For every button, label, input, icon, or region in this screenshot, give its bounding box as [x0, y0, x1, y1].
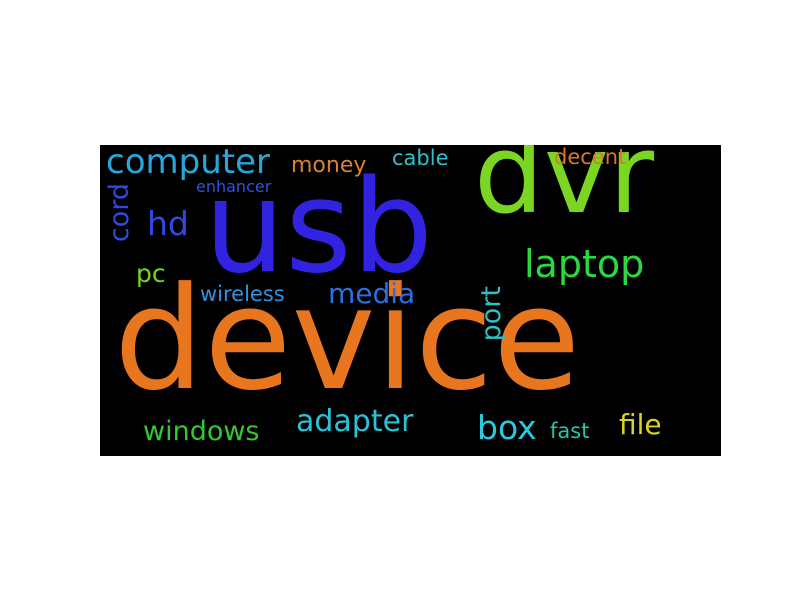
- word-computer: computer: [106, 145, 270, 182]
- word-cord: cord: [104, 183, 135, 243]
- word-enhancer: enhancer: [196, 177, 272, 196]
- word-decent: decent: [554, 145, 627, 169]
- word-port: port: [476, 286, 507, 342]
- word-adapter: adapter: [296, 404, 414, 439]
- word-wireless: wireless: [200, 282, 285, 306]
- word-pc: pc: [136, 259, 166, 288]
- word-media: media: [328, 277, 416, 310]
- word-laptop: laptop: [524, 242, 645, 286]
- word-money: money: [291, 153, 367, 178]
- word-cable: cable: [392, 146, 449, 170]
- word-cloud: device usb dvr laptop computer media win…: [100, 145, 721, 456]
- word-usb: usb: [204, 153, 434, 302]
- word-dvr: dvr: [474, 145, 655, 238]
- word-hd: hd: [147, 204, 189, 243]
- word-windows: windows: [143, 416, 260, 447]
- word-fast: fast: [550, 419, 590, 443]
- word-box: box: [477, 408, 537, 447]
- word-device: device: [114, 257, 581, 422]
- word-file: file: [619, 408, 662, 441]
